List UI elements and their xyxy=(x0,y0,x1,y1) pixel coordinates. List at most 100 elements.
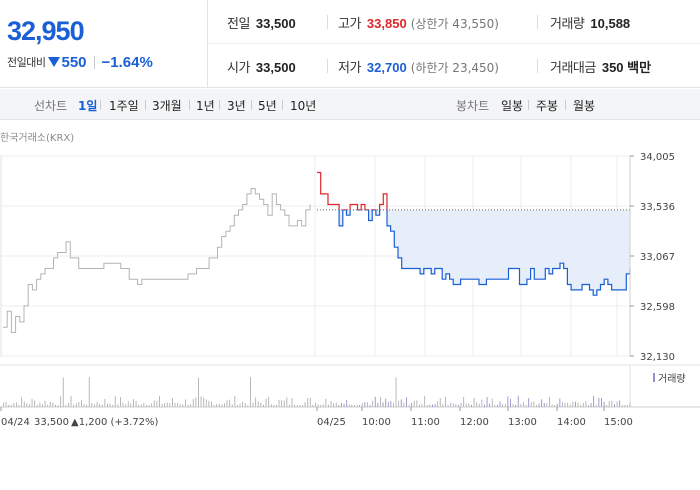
tab-1week[interactable]: 1주일 xyxy=(109,99,139,113)
tab-3month[interactable]: 3개월 xyxy=(152,99,182,113)
x-tick-label: 11:00 xyxy=(411,417,440,428)
volume-bar xyxy=(156,400,158,407)
stat-label: 거래대금 xyxy=(550,61,596,76)
volume-bar xyxy=(112,404,114,407)
x-tick-label: 12:00 xyxy=(460,417,489,428)
tab-monthly-candle[interactable]: 월봉 xyxy=(573,99,596,113)
volume-bar xyxy=(320,405,322,407)
volume-bar xyxy=(62,377,64,407)
volume-bar xyxy=(322,404,324,407)
tab-weekly-candle[interactable]: 주봉 xyxy=(536,99,559,113)
volume-bar xyxy=(34,400,36,407)
volume-bar xyxy=(512,404,514,407)
change-value: 550 xyxy=(61,53,87,71)
stat-amount: 거래대금 350 백만 xyxy=(550,57,651,76)
volume-bar xyxy=(309,397,311,407)
x-tick-label: 13:00 xyxy=(508,417,537,428)
volume-bar xyxy=(148,405,150,407)
volume-bar xyxy=(382,402,384,407)
volume-bars xyxy=(0,364,700,408)
volume-bar xyxy=(242,401,244,407)
volume-bar xyxy=(39,402,41,407)
volume-bar xyxy=(416,400,418,407)
volume-bar xyxy=(257,401,259,407)
volume-bar xyxy=(562,402,563,407)
tab-5year[interactable]: 5년 xyxy=(258,99,277,113)
volume-bar xyxy=(419,404,420,407)
volume-bar xyxy=(265,398,267,407)
volume-bar xyxy=(442,403,444,407)
price-chart[interactable]: 한국거래소(KRX) 34,005 33,536 33,067 32,598 32,13… xyxy=(0,121,700,490)
volume-bar xyxy=(166,402,168,407)
volume-bar xyxy=(374,396,376,407)
y-tick-label: 34,005 xyxy=(640,152,675,163)
volume-bar xyxy=(588,404,589,407)
volume-bar xyxy=(629,402,631,407)
volume-bar xyxy=(36,404,38,407)
volume-bar xyxy=(70,395,72,407)
volume-bar xyxy=(411,402,413,407)
volume-bar xyxy=(624,404,626,407)
stat-open: 시가 33,500 xyxy=(227,57,296,76)
volume-bar xyxy=(569,404,571,407)
volume-bar xyxy=(590,403,592,407)
volume-bar xyxy=(556,403,558,407)
volume-bar xyxy=(221,404,223,407)
volume-bar xyxy=(434,404,436,407)
volume-bar xyxy=(385,398,387,407)
volume-bar xyxy=(247,404,249,407)
volume-bar xyxy=(426,405,428,407)
stats-row-1: 전일 33,500 고가 33,850 (상한가 43,550) 거래량 10,588 xyxy=(209,0,700,44)
tab-3year[interactable]: 3년 xyxy=(227,99,246,113)
divider xyxy=(189,100,190,110)
volume-bar xyxy=(49,401,51,407)
volume-bar xyxy=(346,399,348,407)
change-label: 전일대비 xyxy=(7,56,46,69)
volume-bar xyxy=(554,405,556,407)
divider xyxy=(327,59,328,73)
volume-bar xyxy=(234,395,236,407)
volume-bar xyxy=(497,404,498,407)
divider xyxy=(537,59,538,73)
volume-bar xyxy=(471,404,472,407)
volume-bar xyxy=(364,402,366,407)
stat-low: 저가 32,700 (하한가 23,450) xyxy=(338,57,499,76)
tab-1day[interactable]: 1일 xyxy=(78,99,98,113)
stat-value: 33,500 xyxy=(255,16,296,31)
volume-bar xyxy=(333,403,335,407)
volume-legend: 거래량 xyxy=(653,373,686,385)
volume-bar xyxy=(179,404,181,407)
chart-tab-bar: 선차트 1일 1주일 3개월 1년 3년 5년 10년 봉차트 일봉 주봉 월봉 xyxy=(0,89,700,120)
y-tick-label: 32,130 xyxy=(640,352,675,363)
volume-bar xyxy=(499,401,501,407)
stat-prev-close: 전일 33,500 xyxy=(227,13,296,32)
volume-bar xyxy=(372,400,374,407)
volume-bar xyxy=(260,402,262,407)
price-stats: 전일 33,500 고가 33,850 (상한가 43,550) 거래량 10,588 … xyxy=(209,0,700,88)
volume-bar xyxy=(601,397,602,407)
volume-bar xyxy=(296,405,298,407)
volume-bar xyxy=(294,404,296,407)
volume-bar xyxy=(530,402,532,407)
volume-bar xyxy=(359,405,361,407)
volume-bar xyxy=(408,405,410,407)
tab-daily-candle[interactable]: 일봉 xyxy=(501,99,524,113)
stat-value: 33,850 xyxy=(366,16,407,31)
divider xyxy=(327,15,328,29)
volume-bar xyxy=(99,403,101,407)
volume-bar xyxy=(468,403,470,407)
volume-bar xyxy=(377,402,379,407)
stat-value: 32,700 xyxy=(366,60,407,75)
tab-10year[interactable]: 10년 xyxy=(290,99,317,113)
volume-bar xyxy=(138,404,140,407)
down-triangle-icon xyxy=(48,57,61,67)
x-tick-label: 14:00 xyxy=(557,417,586,428)
volume-bar xyxy=(478,403,480,407)
volume-bar xyxy=(60,396,62,407)
volume-bar xyxy=(125,404,127,407)
tab-1year[interactable]: 1년 xyxy=(196,99,215,113)
stat-value: 10,588 xyxy=(590,16,631,31)
volume-bar xyxy=(211,401,212,407)
volume-bar xyxy=(127,401,129,407)
volume-bar xyxy=(486,397,488,407)
